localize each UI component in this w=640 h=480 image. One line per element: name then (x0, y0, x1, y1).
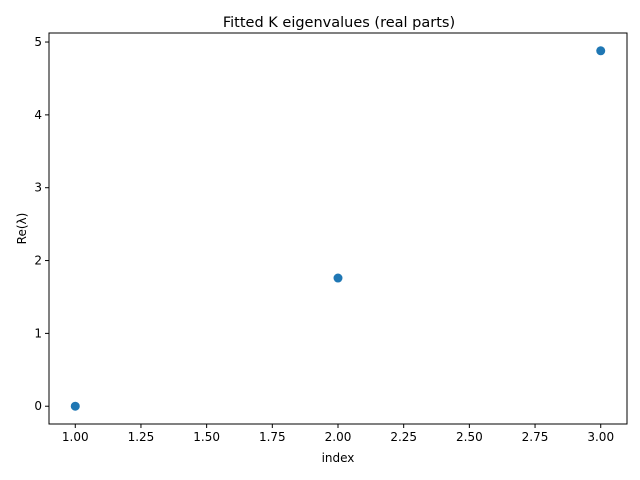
x-tick-label: 1.75 (259, 430, 286, 444)
data-points (70, 46, 606, 411)
x-tick-label: 1.25 (128, 430, 155, 444)
x-tick-label: 3.00 (587, 430, 614, 444)
y-tick-label: 0 (34, 399, 42, 413)
x-tick-label: 1.50 (193, 430, 220, 444)
data-point (596, 46, 606, 56)
x-tick-label: 2.00 (325, 430, 352, 444)
y-tick-label: 2 (34, 254, 42, 268)
x-tick-label: 2.25 (390, 430, 417, 444)
y-tick-label: 5 (34, 35, 42, 49)
y-axis-ticks: 0 1 2 3 4 5 (34, 35, 49, 413)
x-tick-label: 2.75 (522, 430, 549, 444)
x-tick-label: 1.00 (62, 430, 89, 444)
y-tick-label: 4 (34, 108, 42, 122)
y-tick-label: 3 (34, 181, 42, 195)
chart-title: Fitted K eigenvalues (real parts) (223, 15, 455, 31)
data-point (333, 273, 343, 283)
axes-frame (48, 32, 628, 425)
y-tick-label: 1 (34, 326, 42, 340)
x-axis-ticks: 1.00 1.25 1.50 1.75 2.00 2.25 2.50 2.75 3.00 (62, 424, 614, 444)
x-axis-label: index (322, 451, 355, 465)
data-point (70, 401, 80, 411)
x-tick-label: 2.50 (456, 430, 483, 444)
y-axis-label: Re(λ) (15, 213, 29, 245)
